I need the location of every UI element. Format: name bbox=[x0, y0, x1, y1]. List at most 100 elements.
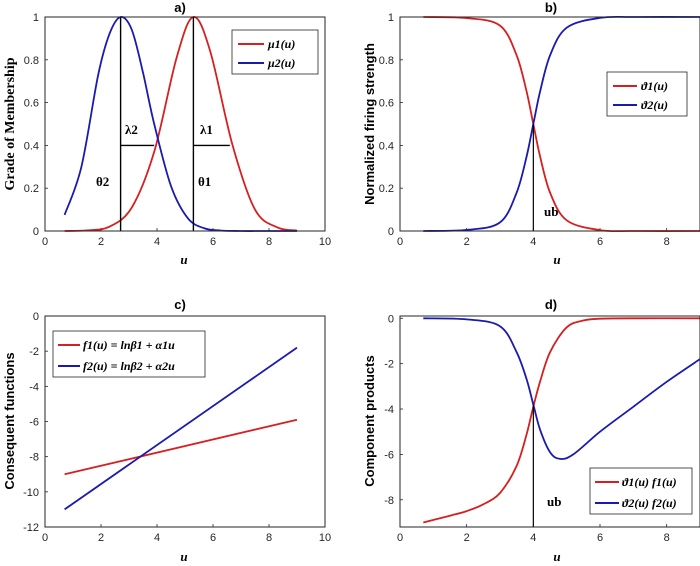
panel-a-ytick-label-5: 1 bbox=[33, 12, 39, 24]
panel-d-ytick-label-1: -6 bbox=[384, 449, 394, 461]
panel-a-legend-box bbox=[231, 29, 319, 75]
panel-a-ytick-label-4: 0.8 bbox=[24, 55, 39, 67]
panel-a-xtick-label-2: 4 bbox=[154, 236, 160, 248]
panel-c-xtick-label-5: 10 bbox=[319, 532, 331, 544]
panel-c-legend-box bbox=[52, 330, 206, 378]
panel-a-annotation-lines bbox=[119, 17, 230, 231]
panel-b-xtick-label-0: 0 bbox=[397, 236, 403, 248]
panel-c-xtick-label-4: 8 bbox=[266, 532, 272, 544]
panel-b-series-line-1 bbox=[423, 16, 700, 233]
panel-d-xtick-label-3: 6 bbox=[597, 532, 603, 544]
panel-c-series-lines bbox=[64, 346, 298, 511]
panel-c-ytick-label-4: -4 bbox=[29, 381, 39, 393]
panel-c-title: c) bbox=[174, 297, 186, 312]
panel-a-xtick-label-1: 2 bbox=[98, 236, 104, 248]
panel-b-legend: ϑ1(u) ϑ2(u) bbox=[606, 71, 688, 117]
panel-c-ytick-label-2: -8 bbox=[29, 452, 39, 464]
panel-a-ylabel: Grade of Membership bbox=[3, 57, 18, 190]
panel-c-axes-box bbox=[44, 315, 326, 528]
panel-c-xtick-label-0: 0 bbox=[42, 532, 48, 544]
panel-b-xtick-label-3: 6 bbox=[597, 236, 603, 248]
panel-c-ticks: 0 2 4 6 8 10 -12 -10 -8 -6 -4 -2 0 bbox=[23, 311, 331, 544]
panel-d-ytick-label-0: -8 bbox=[384, 495, 394, 507]
panel-d-xlabel: u bbox=[553, 549, 560, 564]
panel-a-xtick-label-4: 8 bbox=[266, 236, 272, 248]
panel-a-theta2-label: θ2 bbox=[96, 174, 109, 189]
panel-b-legend-box bbox=[606, 71, 688, 117]
panel-b-ytick-label-0: 0 bbox=[388, 226, 394, 238]
panel-a-xtick-label-0: 0 bbox=[42, 236, 48, 248]
panel-c-ytick-label-3: -6 bbox=[29, 417, 39, 429]
panel-b-ytick-label-2: 0.4 bbox=[379, 140, 394, 152]
panel-c-series-line-1 bbox=[64, 418, 298, 476]
panel-d-title: d) bbox=[545, 297, 557, 312]
panel-d-ub-label: ub bbox=[547, 494, 561, 509]
panel-d-ytick-label-2: -4 bbox=[384, 404, 394, 416]
panel-d-legend-label-1: ϑ1(u) f1(u) bbox=[622, 475, 677, 489]
panel-c-series-line-2 bbox=[64, 346, 298, 511]
panel-b-ticks: 0 2 4 6 8 0 0.2 0.4 0.6 0.8 1 bbox=[379, 12, 670, 248]
panel-c-ytick-label-6: 0 bbox=[33, 311, 39, 323]
panel-b-ylabel: Normalized firing strength bbox=[362, 43, 377, 205]
panel-a-theta1-label: θ1 bbox=[198, 174, 211, 189]
panel-d-xtick-label-2: 4 bbox=[530, 532, 536, 544]
panel-d-legend: ϑ1(u) f1(u) ϑ2(u) f2(u) bbox=[589, 467, 693, 515]
panel-a-legend: μ1(u) μ2(u) bbox=[231, 29, 319, 75]
panel-d-legend-box bbox=[589, 467, 693, 515]
panel-b-ytick-label-4: 0.8 bbox=[379, 55, 394, 67]
panel-a-ytick-label-0: 0 bbox=[33, 226, 39, 238]
panel-b-legend-label-2: ϑ2(u) bbox=[641, 98, 668, 112]
panel-d-ytick-label-3: -2 bbox=[384, 359, 394, 371]
panel-d-ytick-label-4: 0 bbox=[388, 313, 394, 325]
panel-a-ytick-label-1: 0.2 bbox=[24, 183, 39, 195]
panel-a-ytick-label-3: 0.6 bbox=[24, 98, 39, 110]
panel-d-ylabel: Component products bbox=[362, 355, 377, 486]
panel-d-ticks: 0 2 4 6 8 -8 -6 -4 -2 0 bbox=[384, 313, 670, 544]
panel-c-xtick-label-2: 4 bbox=[154, 532, 160, 544]
panel-b-firing-strength-chart: b) 0 2 4 6 8 0 0.2 0.4 0.6 0.8 1 Normalized firing… bbox=[362, 0, 700, 267]
panel-b-axes-box bbox=[399, 16, 700, 232]
panel-a-xlabel: u bbox=[180, 252, 187, 267]
panel-d-series-line-2 bbox=[423, 317, 700, 460]
panel-c-legend-label-1: f1(u) = lnβ1 + α1u bbox=[83, 338, 175, 352]
panel-b-xtick-label-4: 8 bbox=[664, 236, 670, 248]
panel-c-ytick-label-5: -2 bbox=[29, 346, 39, 358]
panel-a-ticks: 0 2 4 6 8 10 0 0.2 0.4 0.6 0.8 1 bbox=[24, 12, 331, 248]
panel-b-ytick-label-3: 0.6 bbox=[379, 98, 394, 110]
panel-d-xtick-label-0: 0 bbox=[397, 532, 403, 544]
panel-b-series-line-2 bbox=[423, 15, 700, 232]
panel-a-ytick-label-2: 0.4 bbox=[24, 140, 39, 152]
panel-d-axes-box bbox=[399, 315, 700, 528]
panel-b-xlabel: u bbox=[553, 252, 560, 267]
panel-d-component-products-chart: d) 0 2 4 6 8 -8 -6 -4 -2 0 Component products u u… bbox=[362, 297, 700, 564]
panel-a-xtick-label-5: 10 bbox=[319, 236, 331, 248]
panel-a-title: a) bbox=[174, 0, 186, 15]
panel-d-xtick-label-4: 8 bbox=[664, 532, 670, 544]
panel-b-ub-label: ub bbox=[544, 204, 558, 219]
panel-c-ylabel: Consequent functions bbox=[2, 352, 17, 489]
panel-c-legend: f1(u) = lnβ1 + α1u f2(u) = lnβ2 + α2u bbox=[52, 330, 206, 378]
panel-a-lambda1-label: λ1 bbox=[200, 122, 213, 137]
panel-b-xtick-label-2: 4 bbox=[530, 236, 536, 248]
panel-a-legend-label-1: μ1(u) bbox=[267, 37, 295, 51]
panel-b-xtick-label-1: 2 bbox=[464, 236, 470, 248]
panel-c-legend-label-2: f2(u) = lnβ2 + α2u bbox=[83, 359, 175, 373]
panel-a-xtick-label-3: 6 bbox=[210, 236, 216, 248]
panel-b-ytick-label-1: 0.2 bbox=[379, 183, 394, 195]
panel-a-series-line-1 bbox=[64, 16, 298, 232]
panel-a-lambda2-label: λ2 bbox=[125, 122, 138, 137]
panel-b-ytick-label-5: 1 bbox=[388, 12, 394, 24]
panel-a-legend-label-2: μ2(u) bbox=[267, 56, 295, 70]
panel-c-xtick-label-1: 2 bbox=[98, 532, 104, 544]
panel-c-xlabel: u bbox=[180, 549, 187, 564]
panel-b-legend-label-1: ϑ1(u) bbox=[641, 79, 668, 93]
panel-a-membership-chart: a) 0 2 4 6 8 10 0 0.2 0.4 0.6 0.8 1 Grade of Member… bbox=[3, 0, 331, 267]
panel-c-consequent-chart: c) 0 2 4 6 8 10 -12 -10 -8 -6 -4 -2 0 Consequent fun… bbox=[2, 297, 331, 564]
panel-a-axes-box bbox=[44, 16, 326, 232]
panel-d-legend-label-2: ϑ2(u) f2(u) bbox=[622, 496, 677, 510]
panel-b-series-lines bbox=[423, 15, 700, 233]
panel-d-xtick-label-1: 2 bbox=[464, 532, 470, 544]
panel-c-ytick-label-0: -12 bbox=[23, 522, 39, 534]
panel-b-title: b) bbox=[545, 0, 557, 15]
